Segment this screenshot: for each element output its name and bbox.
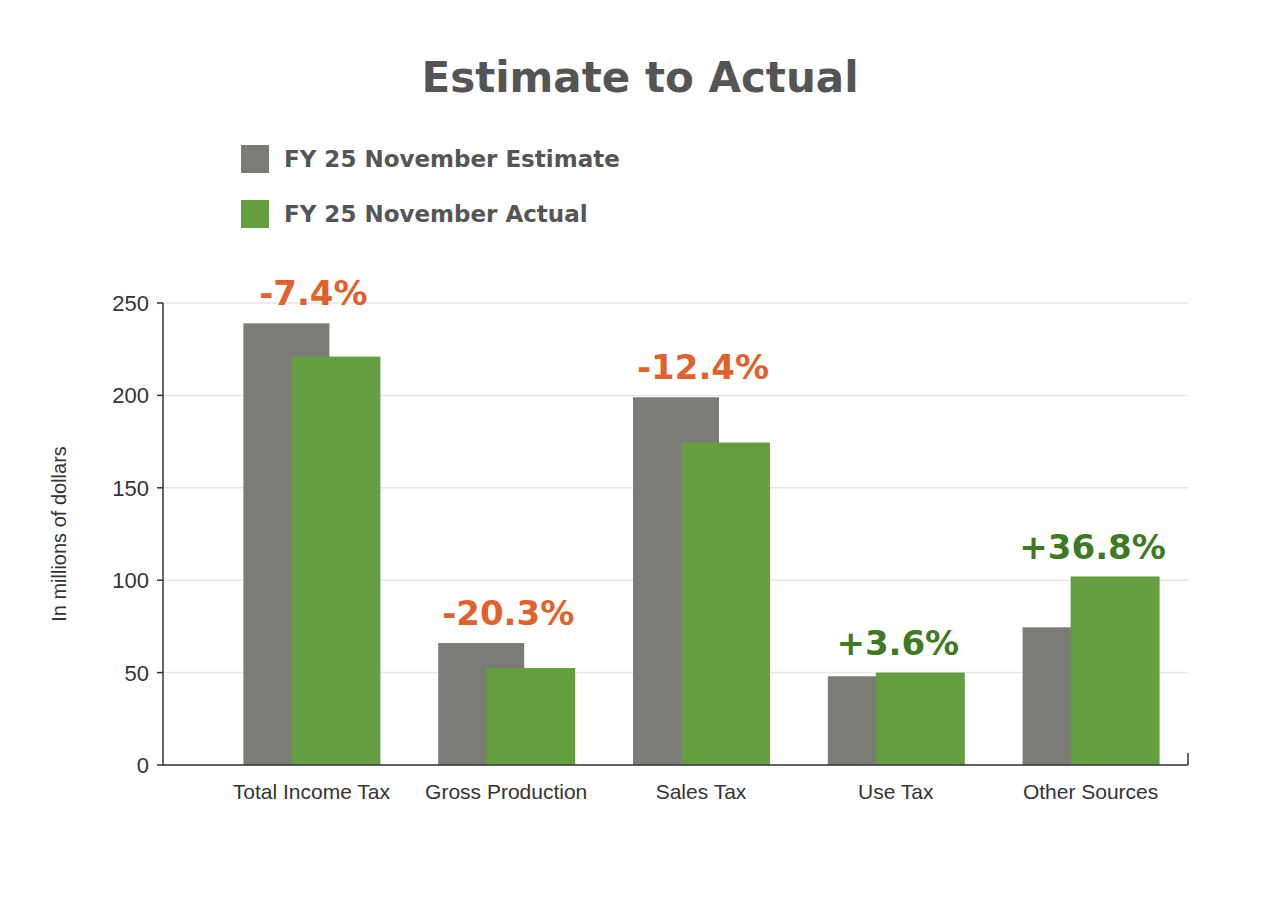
- tick-mark: [157, 672, 163, 674]
- change-annotation: +36.8%: [1019, 527, 1165, 567]
- change-annotation: -7.4%: [259, 273, 367, 313]
- y-axis: 0 50 100 150 200 250: [112, 291, 1188, 778]
- x-axis-end: [1187, 753, 1189, 765]
- change-annotation: +3.6%: [836, 623, 959, 663]
- category-label: Gross Production: [425, 780, 587, 803]
- bar: [876, 673, 965, 765]
- legend-swatch: [241, 200, 269, 228]
- tick-mark: [157, 487, 163, 489]
- tick-label: 200: [112, 383, 149, 408]
- category-label: Use Tax: [858, 780, 934, 803]
- tick-label: 0: [137, 753, 149, 778]
- y-axis-label: In millions of dollars: [48, 446, 70, 622]
- tick-mark: [157, 579, 163, 581]
- tick-label: 250: [112, 291, 149, 316]
- bar: [681, 443, 770, 765]
- chart-root: Estimate to Actual FY 25 November Estimat…: [0, 0, 1280, 899]
- x-axis-line: [163, 764, 1188, 766]
- tick-mark: [157, 764, 163, 766]
- legend-swatch: [241, 145, 269, 173]
- tick-mark: [157, 302, 163, 304]
- bar: [291, 357, 380, 765]
- category-label: Total Income Tax: [233, 780, 391, 803]
- legend: FY 25 November Estimate FY 25 November Ac…: [241, 145, 620, 228]
- change-annotation: -20.3%: [442, 593, 574, 633]
- category-label: Sales Tax: [656, 780, 747, 803]
- change-annotation: -12.4%: [637, 347, 769, 387]
- chart-title: Estimate to Actual: [421, 53, 858, 102]
- tick-mark: [157, 395, 163, 397]
- category-label: Other Sources: [1023, 780, 1158, 803]
- y-axis-line: [162, 303, 164, 765]
- tick-label: 150: [112, 476, 149, 501]
- grid-line: [163, 764, 1188, 766]
- tick-label: 100: [112, 568, 149, 593]
- tick-label: 50: [125, 661, 149, 686]
- bar: [1071, 577, 1160, 765]
- bar: [486, 668, 575, 765]
- legend-label: FY 25 November Estimate: [284, 146, 620, 172]
- legend-label: FY 25 November Actual: [284, 201, 588, 227]
- chart-svg: Estimate to Actual FY 25 November Estimat…: [0, 0, 1280, 899]
